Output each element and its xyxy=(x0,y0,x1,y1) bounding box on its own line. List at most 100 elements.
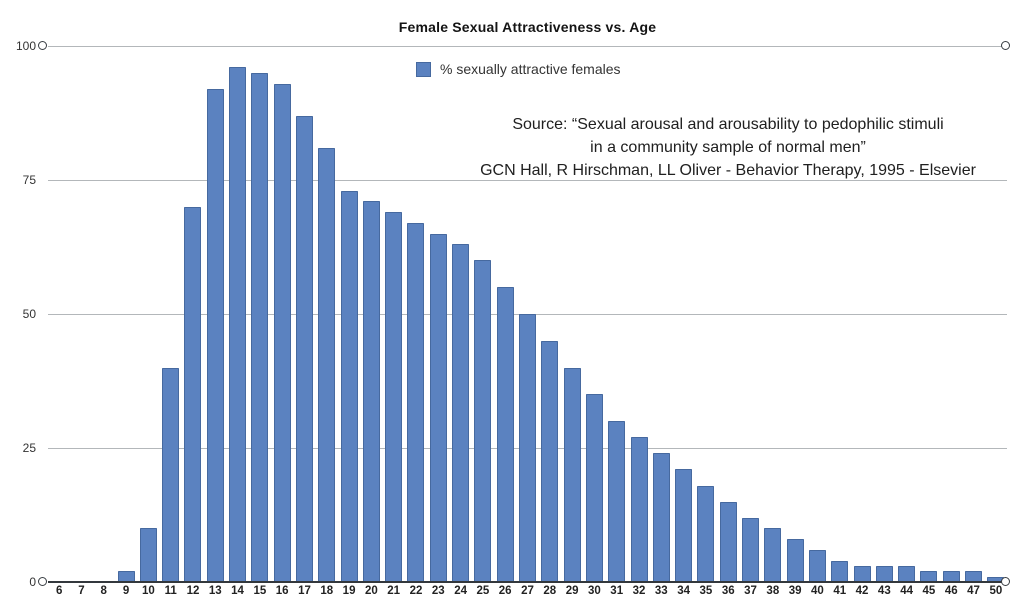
x-tick-label: 19 xyxy=(342,585,356,597)
x-tick-label: 17 xyxy=(298,585,311,597)
bar-age-40 xyxy=(808,549,826,582)
x-tick-label: 50 xyxy=(989,585,1003,597)
x-tick-label: 18 xyxy=(320,585,334,597)
x-tick-label: 22 xyxy=(409,585,423,597)
x-tick-label: 43 xyxy=(877,585,891,597)
source-citation: Source: “Sexual arousal and arousability… xyxy=(448,113,1008,182)
axis-handle-icon xyxy=(38,41,47,50)
x-tick-label: 12 xyxy=(186,585,200,597)
x-tick-label: 9 xyxy=(122,585,130,597)
x-tick-label: 35 xyxy=(699,585,713,597)
x-tick-label: 45 xyxy=(922,585,936,597)
bar-age-46 xyxy=(942,571,960,582)
bar-age-18 xyxy=(318,147,336,582)
chart-title: Female Sexual Attractiveness vs. Age xyxy=(398,19,657,35)
x-tick-label: 32 xyxy=(632,585,646,597)
bar-age-13 xyxy=(206,88,224,582)
bar-age-33 xyxy=(652,453,670,582)
bar-age-45 xyxy=(920,571,938,582)
bar-age-9 xyxy=(117,571,135,582)
x-tick-label: 47 xyxy=(967,585,980,597)
bar-age-32 xyxy=(630,437,648,582)
x-tick-label: 26 xyxy=(498,585,512,597)
x-tick-label: 27 xyxy=(521,585,534,597)
x-tick-label: 7 xyxy=(78,585,85,597)
source-line-3: GCN Hall, R Hirschman, LL Oliver - Behav… xyxy=(480,162,976,179)
x-tick-label: 11 xyxy=(164,585,177,597)
bar-age-38 xyxy=(764,528,782,582)
x-tick-label: 13 xyxy=(208,585,222,597)
bar-age-14 xyxy=(229,67,247,582)
y-tick-label: 100 xyxy=(15,39,36,53)
x-axis-line xyxy=(48,581,1007,583)
bar-age-21 xyxy=(385,212,403,582)
bar-age-26 xyxy=(496,287,514,582)
bar-age-39 xyxy=(786,539,804,582)
axis-handle-icon xyxy=(1001,577,1010,586)
bar-age-37 xyxy=(742,517,760,582)
x-tick-label: 28 xyxy=(543,585,557,597)
bar-age-28 xyxy=(541,340,559,582)
x-tick-label: 36 xyxy=(721,585,735,597)
x-tick-label: 14 xyxy=(231,585,244,597)
bar-age-15 xyxy=(251,72,269,582)
bar-age-43 xyxy=(875,565,893,582)
bar-age-23 xyxy=(429,233,447,582)
y-tick-label: 50 xyxy=(22,307,36,321)
x-tick-label: 24 xyxy=(454,585,467,597)
bar-age-20 xyxy=(362,201,380,582)
x-tick-label: 16 xyxy=(275,585,289,597)
bar-age-19 xyxy=(340,190,358,582)
x-tick-label: 21 xyxy=(387,585,401,597)
x-tick-label: 10 xyxy=(141,585,155,597)
legend-swatch-icon xyxy=(416,61,431,77)
x-tick-label: 33 xyxy=(654,585,668,597)
gridline xyxy=(48,46,1007,47)
bar-age-10 xyxy=(139,528,157,582)
x-tick-label: 25 xyxy=(476,585,490,597)
x-tick-label: 23 xyxy=(431,585,445,597)
plot-area xyxy=(48,46,1007,583)
legend: % sexually attractive females xyxy=(416,61,621,77)
y-axis-labels: 0 25 50 75 100 xyxy=(0,39,36,589)
x-tick-label: 34 xyxy=(677,585,690,597)
gridline xyxy=(48,180,1007,181)
bar-age-36 xyxy=(719,501,737,582)
bar-age-12 xyxy=(184,206,202,582)
x-tick-label: 6 xyxy=(55,585,63,597)
bar-age-47 xyxy=(965,571,983,582)
x-tick-label: 37 xyxy=(744,585,757,597)
x-tick-label: 44 xyxy=(900,585,914,597)
y-tick-label: 0 xyxy=(29,575,36,589)
bar-age-22 xyxy=(407,222,425,582)
x-tick-label: 38 xyxy=(766,585,780,597)
bar-age-34 xyxy=(675,469,693,582)
bar-age-27 xyxy=(519,314,536,582)
x-tick-label: 29 xyxy=(565,585,579,597)
bar-age-11 xyxy=(162,367,180,582)
bar-age-16 xyxy=(273,83,291,582)
x-tick-label: 39 xyxy=(788,585,802,597)
x-tick-label: 40 xyxy=(811,585,824,597)
bar-age-35 xyxy=(697,485,715,582)
y-tick-label: 25 xyxy=(22,441,36,455)
axis-handle-icon xyxy=(38,577,47,586)
bar-age-30 xyxy=(585,394,603,582)
x-tick-label: 41 xyxy=(833,585,847,597)
x-tick-label: 30 xyxy=(588,585,601,597)
x-tick-label: 31 xyxy=(610,585,624,597)
source-line-2: in a community sample of normal men” xyxy=(590,139,866,156)
bar-age-24 xyxy=(452,244,470,582)
x-axis-labels: 6 7 8 9 10 11 12 13 14 15 16 17 18 19 20 21 22 23 24 25 26 27… xyxy=(48,585,1007,601)
x-tick-label: 8 xyxy=(100,585,107,597)
bar-age-31 xyxy=(608,421,626,582)
x-tick-label: 42 xyxy=(855,585,869,597)
axis-handle-icon xyxy=(1001,41,1010,50)
source-line-1: Source: “Sexual arousal and arousability… xyxy=(512,116,944,133)
x-tick-label: 46 xyxy=(944,585,958,597)
bar-age-17 xyxy=(295,115,313,582)
bar-age-29 xyxy=(563,367,581,582)
legend-label: % sexually attractive females xyxy=(440,61,621,77)
bar-age-41 xyxy=(831,560,849,582)
bar-age-44 xyxy=(898,565,916,582)
